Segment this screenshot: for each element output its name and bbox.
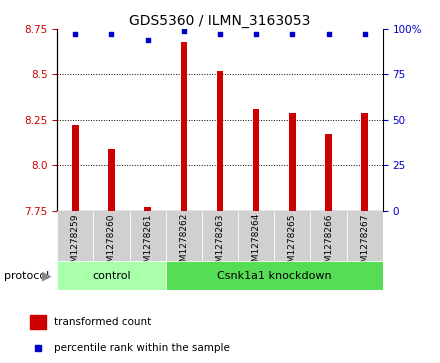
Bar	[289, 113, 296, 211]
Text: GSM1278264: GSM1278264	[252, 213, 260, 273]
Bar	[325, 134, 332, 211]
Text: GSM1278259: GSM1278259	[71, 213, 80, 274]
Bar	[180, 42, 187, 211]
Text: transformed count: transformed count	[55, 317, 152, 327]
Text: GSM1278265: GSM1278265	[288, 213, 297, 274]
Point	[216, 32, 224, 37]
Bar	[202, 211, 238, 261]
Point	[35, 345, 42, 351]
Text: GSM1278267: GSM1278267	[360, 213, 369, 274]
Bar	[361, 113, 368, 211]
Bar	[108, 149, 115, 211]
Point	[144, 37, 151, 43]
Bar	[57, 211, 93, 261]
Text: GSM1278261: GSM1278261	[143, 213, 152, 274]
Bar	[93, 211, 129, 261]
Text: ▶: ▶	[42, 269, 51, 282]
Bar	[57, 261, 166, 290]
Text: GSM1278262: GSM1278262	[180, 213, 188, 273]
Text: Csnk1a1 knockdown: Csnk1a1 knockdown	[217, 271, 332, 281]
Point	[72, 32, 79, 37]
Bar	[238, 211, 274, 261]
Text: protocol: protocol	[4, 271, 50, 281]
Text: percentile rank within the sample: percentile rank within the sample	[55, 343, 230, 353]
Text: control: control	[92, 271, 131, 281]
Point	[361, 32, 368, 37]
Point	[325, 32, 332, 37]
Bar	[30, 315, 46, 329]
Bar	[166, 261, 383, 290]
Point	[289, 32, 296, 37]
Title: GDS5360 / ILMN_3163053: GDS5360 / ILMN_3163053	[129, 14, 311, 28]
Bar	[274, 211, 311, 261]
Point	[180, 28, 187, 34]
Bar	[217, 71, 223, 211]
Point	[253, 32, 260, 37]
Text: GSM1278260: GSM1278260	[107, 213, 116, 274]
Bar	[72, 125, 79, 211]
Bar	[144, 207, 151, 211]
Bar	[347, 211, 383, 261]
Bar	[253, 109, 260, 211]
Bar	[166, 211, 202, 261]
Text: GSM1278266: GSM1278266	[324, 213, 333, 274]
Text: GSM1278263: GSM1278263	[216, 213, 224, 274]
Point	[108, 32, 115, 37]
Bar	[311, 211, 347, 261]
Bar	[129, 211, 166, 261]
